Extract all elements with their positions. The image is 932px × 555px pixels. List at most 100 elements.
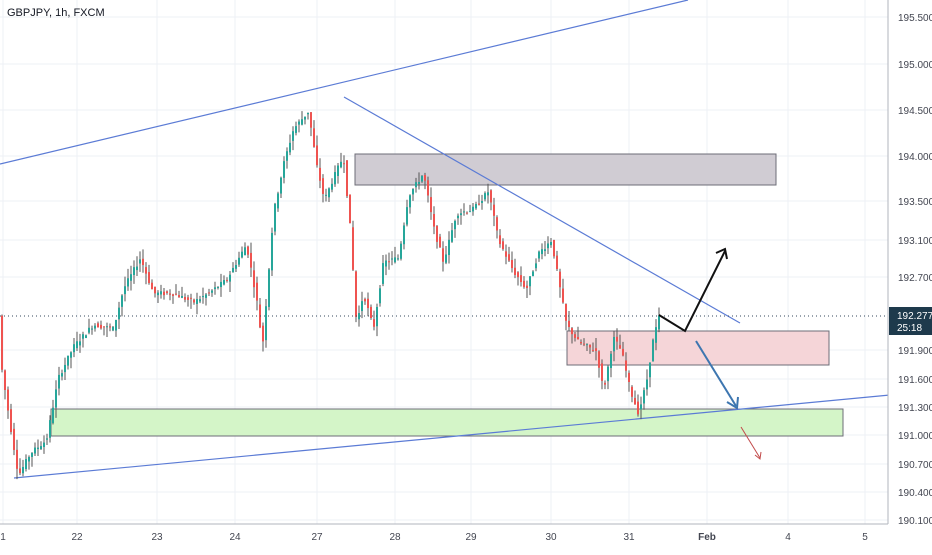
candle-body[interactable]	[337, 165, 339, 176]
candle-body[interactable]	[424, 174, 426, 181]
candle-body[interactable]	[169, 293, 171, 295]
candle-body[interactable]	[217, 287, 219, 289]
candle-body[interactable]	[226, 279, 228, 281]
candle-body[interactable]	[298, 121, 300, 125]
candle-body[interactable]	[412, 188, 414, 195]
candle-body[interactable]	[583, 343, 585, 345]
candle-body[interactable]	[475, 204, 477, 209]
candle-body[interactable]	[286, 151, 288, 161]
candle-body[interactable]	[610, 353, 612, 368]
candle-body[interactable]	[178, 295, 180, 298]
candle-body[interactable]	[607, 366, 609, 382]
candle-body[interactable]	[349, 194, 351, 224]
candle-body[interactable]	[496, 217, 498, 231]
candle-body[interactable]	[166, 291, 168, 294]
candle-body[interactable]	[244, 247, 246, 256]
candle-body[interactable]	[64, 364, 66, 373]
candle-body[interactable]	[529, 276, 531, 287]
candle-body[interactable]	[433, 214, 435, 227]
candle-body[interactable]	[325, 194, 327, 196]
candle-body[interactable]	[358, 313, 360, 320]
candle-body[interactable]	[100, 324, 102, 329]
candle-body[interactable]	[511, 259, 513, 269]
candle-body[interactable]	[340, 161, 342, 168]
candle-body[interactable]	[562, 288, 564, 303]
candle-body[interactable]	[586, 344, 588, 346]
candle-body[interactable]	[442, 248, 444, 262]
candle-body[interactable]	[280, 177, 282, 194]
pullback-zone[interactable]	[566, 330, 830, 366]
candle-body[interactable]	[139, 259, 141, 264]
candle-body[interactable]	[613, 336, 615, 352]
candle-body[interactable]	[643, 390, 645, 404]
candle-body[interactable]	[10, 409, 12, 433]
bullish-projection-arrow[interactable]	[658, 250, 726, 333]
candle-body[interactable]	[346, 160, 348, 197]
candle-body[interactable]	[460, 213, 462, 216]
candle-body[interactable]	[43, 442, 45, 448]
candle-body[interactable]	[307, 112, 309, 115]
candle-body[interactable]	[547, 243, 549, 249]
candle-body[interactable]	[343, 163, 345, 165]
candle-body[interactable]	[208, 292, 210, 294]
candle-body[interactable]	[565, 303, 567, 321]
candle-body[interactable]	[550, 241, 552, 246]
candle-body[interactable]	[283, 161, 285, 178]
candle-body[interactable]	[127, 278, 129, 287]
candle-body[interactable]	[538, 251, 540, 259]
descending-trendline[interactable]	[343, 96, 741, 324]
candle-body[interactable]	[403, 225, 405, 245]
candle-body[interactable]	[505, 251, 507, 257]
candle-body[interactable]	[451, 230, 453, 242]
candle-body[interactable]	[448, 239, 450, 255]
candle-body[interactable]	[253, 270, 255, 288]
candle-body[interactable]	[532, 271, 534, 277]
candle-body[interactable]	[247, 246, 249, 255]
candle-body[interactable]	[4, 370, 6, 391]
candle-body[interactable]	[223, 280, 225, 285]
current-price-tag[interactable]: 192.277 25:18	[889, 307, 932, 335]
candle-body[interactable]	[187, 297, 189, 300]
candle-body[interactable]	[232, 267, 234, 273]
candle-body[interactable]	[382, 263, 384, 284]
candle-body[interactable]	[256, 282, 258, 301]
candle-body[interactable]	[370, 306, 372, 318]
candle-body[interactable]	[526, 285, 528, 288]
candle-body[interactable]	[79, 341, 81, 346]
candle-body[interactable]	[568, 320, 570, 328]
candle-body[interactable]	[220, 281, 222, 288]
candle-body[interactable]	[457, 215, 459, 219]
candle-body[interactable]	[373, 319, 375, 327]
candle-body[interactable]	[238, 257, 240, 265]
upper-channel-line[interactable]	[0, 0, 689, 165]
candle-body[interactable]	[70, 352, 72, 358]
candle-body[interactable]	[655, 327, 657, 343]
candle-body[interactable]	[313, 128, 315, 147]
candle-body[interactable]	[637, 401, 639, 415]
candle-body[interactable]	[97, 323, 99, 328]
candle-body[interactable]	[34, 447, 36, 454]
candle-body[interactable]	[322, 178, 324, 194]
price-axis-ticks[interactable]: 195.500 195.000 194.500 194.000 193.500 193.1…	[898, 13, 932, 527]
candle-body[interactable]	[118, 307, 120, 320]
candle-body[interactable]	[361, 301, 363, 312]
candle-body[interactable]	[19, 468, 21, 474]
candle-body[interactable]	[82, 334, 84, 339]
target-projection-arrow[interactable]	[740, 426, 761, 459]
candle-body[interactable]	[388, 261, 390, 263]
candle-body[interactable]	[76, 341, 78, 349]
candle-body[interactable]	[490, 190, 492, 203]
candle-body[interactable]	[439, 236, 441, 248]
candle-body[interactable]	[13, 428, 15, 450]
candle-body[interactable]	[310, 112, 312, 128]
candle-body[interactable]	[115, 320, 117, 331]
candle-body[interactable]	[175, 293, 177, 295]
candle-body[interactable]	[625, 360, 627, 371]
candle-body[interactable]	[559, 271, 561, 288]
candle-body[interactable]	[472, 206, 474, 212]
candle-body[interactable]	[124, 286, 126, 295]
candle-body[interactable]	[205, 294, 207, 298]
candle-body[interactable]	[7, 389, 9, 411]
